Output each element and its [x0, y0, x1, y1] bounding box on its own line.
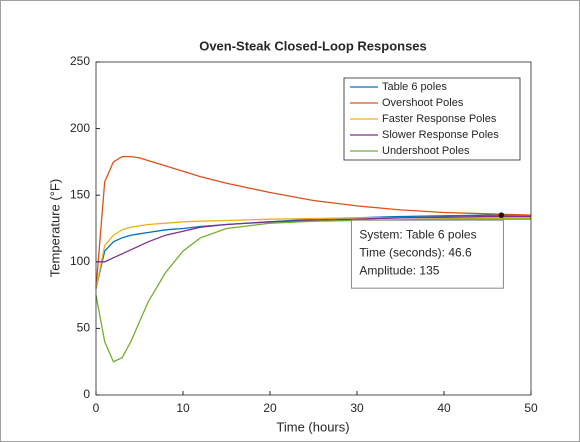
series-line	[95, 155, 532, 289]
x-tick-label: 30	[350, 401, 364, 415]
legend-label: Slower Response Poles	[382, 129, 499, 141]
y-tick-label: 200	[70, 121, 90, 135]
x-tick-label: 40	[437, 401, 451, 415]
datatip-text: Amplitude: 135	[359, 263, 439, 277]
y-tick-label: 250	[70, 54, 90, 68]
y-tick-label: 50	[77, 321, 91, 335]
legend-label: Faster Response Poles	[382, 113, 497, 125]
x-axis-label: Time (hours)	[276, 419, 349, 434]
datatip-text: System: Table 6 poles	[359, 227, 476, 241]
x-tick-label: 0	[93, 401, 100, 415]
chart-title: Oven-Steak Closed-Loop Responses	[199, 38, 427, 53]
series-line	[96, 215, 531, 263]
y-tick-label: 0	[83, 387, 90, 401]
x-tick-label: 10	[176, 401, 190, 415]
x-tick-label: 20	[263, 401, 277, 415]
y-tick-label: 150	[70, 187, 90, 201]
legend-label: Undershoot Poles	[382, 145, 470, 157]
datatip-box	[350, 219, 504, 289]
x-tick-label: 50	[524, 401, 538, 415]
legend-label: Overshoot Poles	[382, 97, 464, 109]
datatip-text: Time (seconds): 46.6	[359, 245, 472, 259]
y-tick-label: 100	[70, 254, 90, 268]
legend-label: Table 6 poles	[382, 81, 447, 93]
axes-box	[95, 61, 532, 396]
series-line	[95, 214, 531, 289]
datatip-point	[498, 212, 505, 218]
y-axis-label: Temperature (°F)	[47, 179, 62, 277]
